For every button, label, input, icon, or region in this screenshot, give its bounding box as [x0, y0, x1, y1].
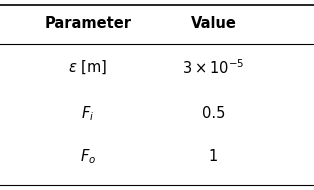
Text: 0.5: 0.5: [202, 107, 225, 121]
Text: $F_o$: $F_o$: [80, 147, 96, 166]
Text: $F_i$: $F_i$: [81, 105, 95, 123]
Text: $\varepsilon$ [m]: $\varepsilon$ [m]: [68, 59, 107, 76]
Text: Parameter: Parameter: [44, 16, 132, 31]
Text: 1: 1: [209, 149, 218, 164]
Text: Value: Value: [191, 16, 236, 31]
Text: $3 \times 10^{-5}$: $3 \times 10^{-5}$: [182, 58, 245, 77]
